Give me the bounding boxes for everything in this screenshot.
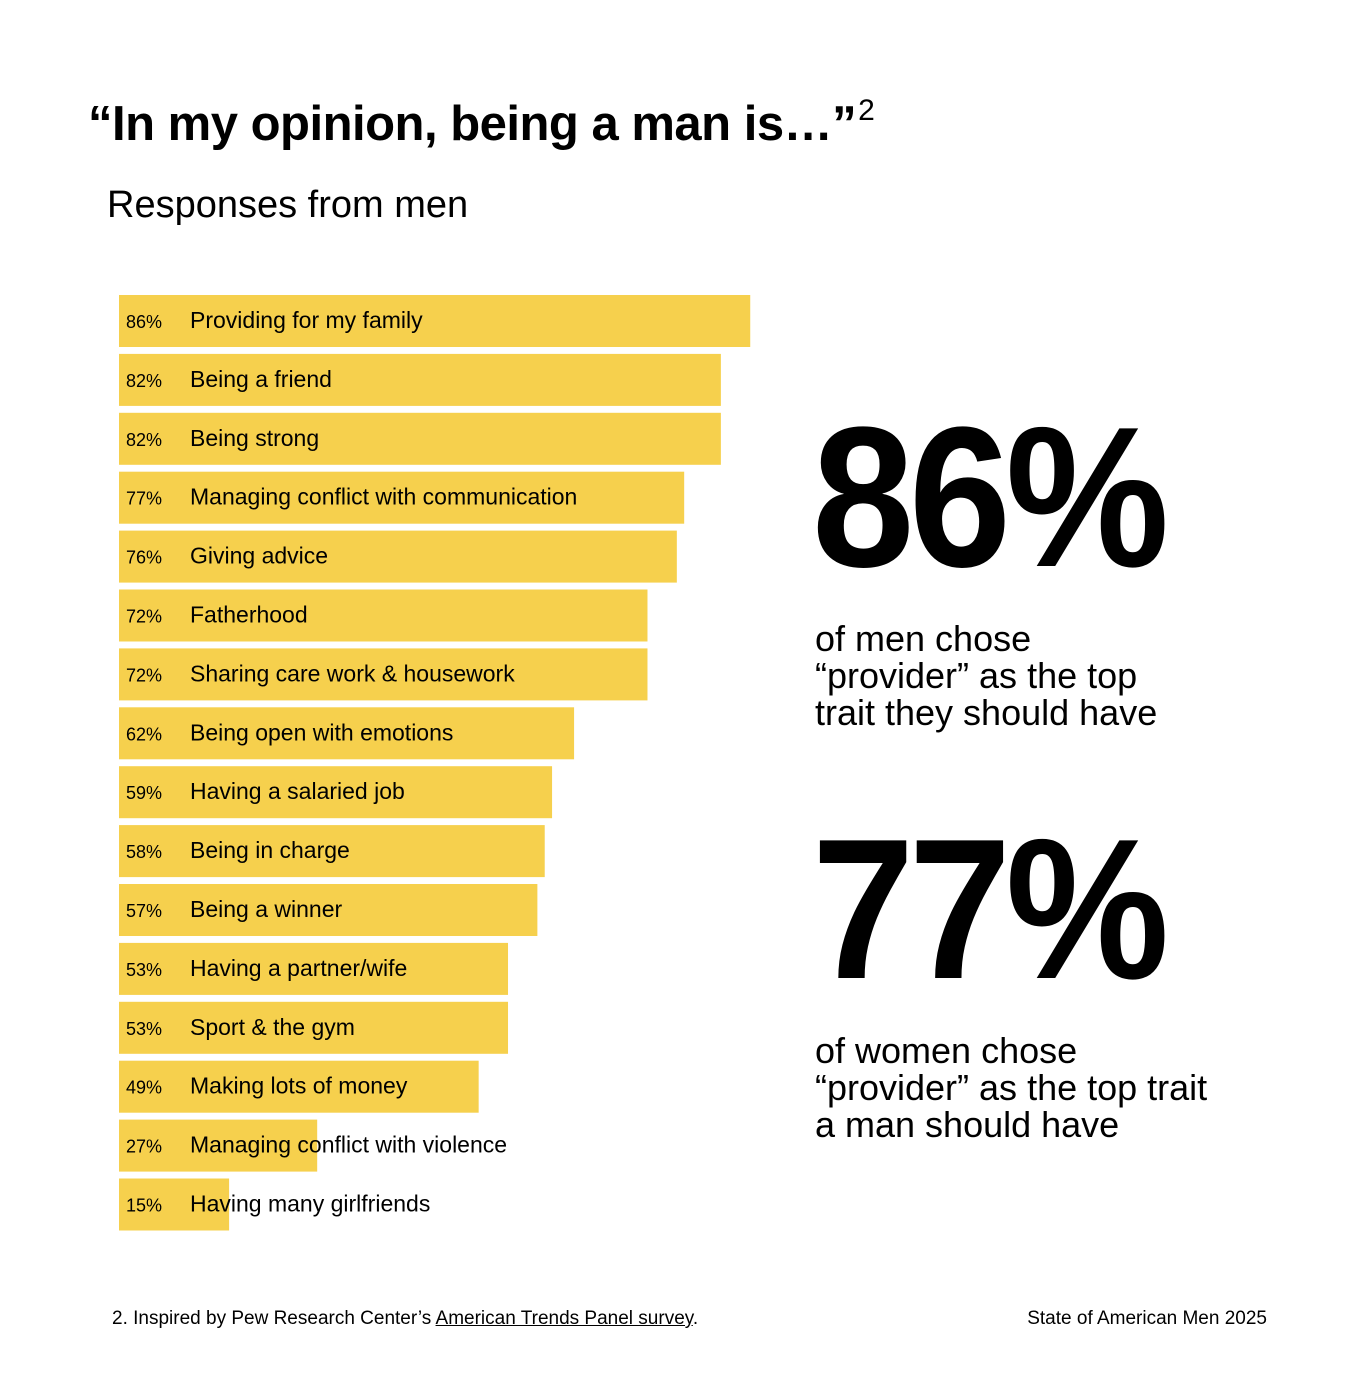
survey-link[interactable]: American Trends Panel survey (435, 1308, 693, 1329)
bar-value-label: 72% (126, 665, 162, 685)
chart-subtitle: Responses from men (107, 184, 469, 226)
bar-category-label: Sport & the gym (190, 1014, 355, 1040)
bar-category-label: Giving advice (190, 543, 328, 569)
bar-category-label: Being a friend (190, 366, 332, 392)
bar (119, 295, 751, 347)
footnote-prefix: 2. Inspired by Pew Research Center’s (112, 1308, 436, 1329)
bar-value-label: 49% (126, 1078, 162, 1098)
stat-men-caption-line: “provider” as the top (815, 655, 1138, 696)
bar-value-label: 72% (126, 607, 162, 627)
chart-title-text: “In my opinion, being a man is…” (88, 97, 857, 151)
stat-women-caption-line: of women chose (815, 1030, 1078, 1071)
bar (119, 648, 648, 701)
bar-value-label: 77% (126, 489, 162, 509)
bar-value-label: 82% (126, 371, 162, 391)
stat-women-value: 77% (812, 798, 1169, 1021)
stat-men-caption-line: trait they should have (815, 692, 1158, 733)
bar-value-label: 57% (126, 901, 162, 921)
bar-category-label: Fatherhood (190, 602, 308, 628)
bar-category-label: Sharing care work & housework (190, 660, 515, 686)
stat-women-caption-line: “provider” as the top trait (815, 1067, 1208, 1108)
bar (119, 1178, 230, 1231)
bar (119, 589, 648, 642)
bar (119, 707, 575, 760)
bar-value-label: 53% (126, 960, 162, 980)
bar-category-label: Being open with emotions (190, 719, 453, 745)
bar-value-label: 58% (126, 842, 162, 862)
bar (119, 884, 538, 936)
bar (119, 942, 509, 995)
bar (119, 825, 545, 878)
bar-category-label: Having a salaried job (190, 778, 405, 804)
bar-category-label: Having many girlfriends (190, 1191, 430, 1217)
bar (119, 766, 553, 819)
footnote-marker: 2 (858, 94, 875, 127)
bar-value-label: 53% (126, 1019, 162, 1039)
stat-women-caption-line: a man should have (815, 1104, 1120, 1145)
stat-men-caption-line: of men chose (815, 618, 1032, 659)
bar-value-label: 15% (126, 1196, 162, 1216)
bar (119, 1060, 479, 1113)
footnote-suffix: . (692, 1308, 699, 1329)
bar (119, 353, 721, 406)
bar-value-label: 62% (126, 724, 162, 744)
bar (119, 1119, 318, 1172)
stat-men-caption: of men chose “provider” as the top trait… (815, 620, 1157, 731)
bar-category-label: Providing for my family (190, 307, 423, 333)
bar (119, 530, 677, 583)
bar-category-label: Managing conflict with violence (190, 1132, 507, 1158)
bar-value-label: 59% (126, 783, 162, 803)
bar-category-label: Managing conflict with communication (190, 484, 577, 510)
bar (119, 412, 721, 465)
bar-value-label: 27% (126, 1137, 162, 1157)
bar-category-label: Making lots of money (190, 1073, 408, 1099)
bar (119, 1001, 509, 1054)
chart-title: “In my opinion, being a man is…”2 (88, 96, 875, 151)
bar-value-label: 86% (126, 312, 162, 332)
bar-category-label: Being a winner (190, 896, 342, 922)
bar-category-label: Having a partner/wife (190, 955, 407, 981)
bar-value-label: 82% (126, 430, 162, 450)
bar-chart: 86% Providing for my family 82% Being a fri… (119, 295, 751, 1231)
stat-women-caption: of women chose “provider” as the top tra… (815, 1032, 1207, 1143)
bar-value-label: 76% (126, 548, 162, 568)
stat-men-value: 86% (812, 386, 1169, 609)
publication-label: State of American Men 2025 (1027, 1308, 1267, 1329)
footnote: 2. Inspired by Pew Research Center’s Ame… (112, 1308, 698, 1330)
bar-category-label: Being strong (190, 425, 319, 451)
bar-category-label: Being in charge (190, 837, 350, 863)
bar (119, 471, 685, 524)
